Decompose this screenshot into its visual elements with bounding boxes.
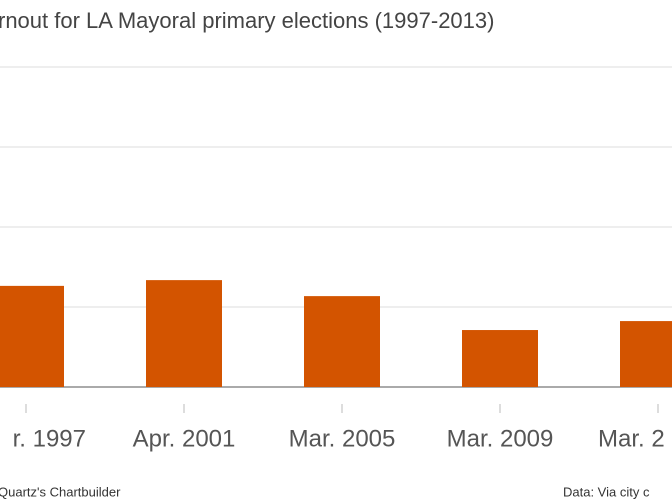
x-tick-label: r. 1997 bbox=[13, 425, 86, 452]
bar bbox=[146, 280, 222, 387]
x-tick-label: Mar. 2005 bbox=[289, 425, 396, 452]
chart-title: rnout for LA Mayoral primary elections (… bbox=[0, 8, 494, 33]
bar bbox=[0, 285, 64, 387]
x-tick-label: Apr. 2001 bbox=[133, 425, 236, 452]
source: Data: Via city c bbox=[563, 484, 650, 499]
bar bbox=[462, 330, 538, 387]
bar bbox=[304, 296, 380, 387]
credit: Quartz's Chartbuilder bbox=[0, 484, 121, 499]
x-tick-label: Mar. 2009 bbox=[447, 425, 554, 452]
bar bbox=[620, 321, 672, 387]
x-tick-label: Mar. 2 bbox=[598, 425, 665, 452]
